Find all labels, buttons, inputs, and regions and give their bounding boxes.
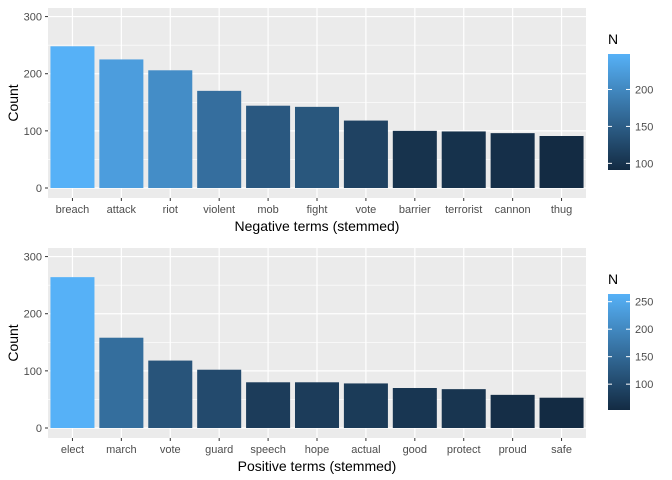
bar-attack (99, 59, 144, 188)
y-axis-title: Count (5, 84, 21, 121)
x-tick-label: vote (356, 204, 377, 216)
x-tick-label: elect (61, 444, 84, 456)
x-tick-label: thug (551, 204, 572, 216)
x-tick-label: proud (499, 444, 527, 456)
x-tick-label: terrorist (445, 204, 482, 216)
legend-title: N (608, 31, 618, 47)
y-tick-label: 100 (24, 126, 42, 138)
bar-guard (197, 369, 242, 428)
bar-hope (294, 382, 340, 428)
bar-safe (539, 397, 584, 428)
legend-tick-label: 200 (635, 84, 653, 96)
legend-tick-label: 200 (635, 324, 653, 336)
bar-breach (50, 46, 95, 189)
bar-protect (441, 389, 486, 428)
legend-colorbar (608, 294, 630, 410)
x-tick-label: actual (351, 444, 380, 456)
legend-title: N (608, 271, 618, 287)
x-tick-label: breach (56, 204, 90, 216)
bar-barrier (392, 130, 437, 188)
y-tick-label: 300 (24, 252, 42, 264)
bar-march (99, 337, 144, 428)
x-tick-label: violent (203, 204, 235, 216)
bar-proud (490, 394, 535, 428)
x-tick-label: speech (250, 444, 285, 456)
x-tick-label: hope (305, 444, 329, 456)
bar-violent (197, 90, 242, 188)
x-tick-label: vote (160, 444, 181, 456)
bar-fight (294, 106, 340, 188)
x-tick-label: cannon (495, 204, 531, 216)
bar-vote (343, 120, 388, 188)
legend-tick-label: 150 (635, 352, 653, 364)
legend-tick-label: 100 (635, 158, 653, 170)
bar-actual (343, 383, 388, 428)
x-axis-title: Positive terms (stemmed) (238, 458, 397, 474)
x-tick-label: attack (107, 204, 137, 216)
y-axis-title: Count (5, 324, 21, 361)
bar-terrorist (441, 131, 486, 188)
y-tick-label: 300 (24, 12, 42, 24)
x-tick-label: fight (307, 204, 328, 216)
x-tick-label: mob (257, 204, 278, 216)
x-tick-label: riot (163, 204, 178, 216)
x-tick-label: protect (447, 444, 481, 456)
legend-colorbar (608, 54, 630, 170)
bar-mob (246, 105, 291, 188)
bar-good (392, 388, 437, 428)
x-tick-label: good (403, 444, 427, 456)
x-tick-label: guard (205, 444, 233, 456)
y-tick-label: 100 (24, 366, 42, 378)
legend-tick-label: 150 (635, 121, 653, 133)
bar-cannon (490, 133, 535, 188)
bar-vote (148, 360, 193, 428)
bar-elect (50, 277, 95, 428)
y-tick-label: 0 (36, 423, 42, 435)
y-tick-label: 200 (24, 69, 42, 81)
legend-tick-label: 100 (635, 379, 653, 391)
legend-tick-label: 250 (635, 297, 653, 309)
bar-thug (539, 136, 584, 188)
x-tick-label: barrier (399, 204, 431, 216)
x-axis-title: Negative terms (stemmed) (235, 218, 400, 234)
bar-speech (246, 382, 291, 428)
bar-riot (148, 70, 193, 188)
y-tick-label: 0 (36, 183, 42, 195)
y-tick-label: 200 (24, 309, 42, 321)
x-tick-label: safe (551, 444, 572, 456)
x-tick-label: march (106, 444, 137, 456)
